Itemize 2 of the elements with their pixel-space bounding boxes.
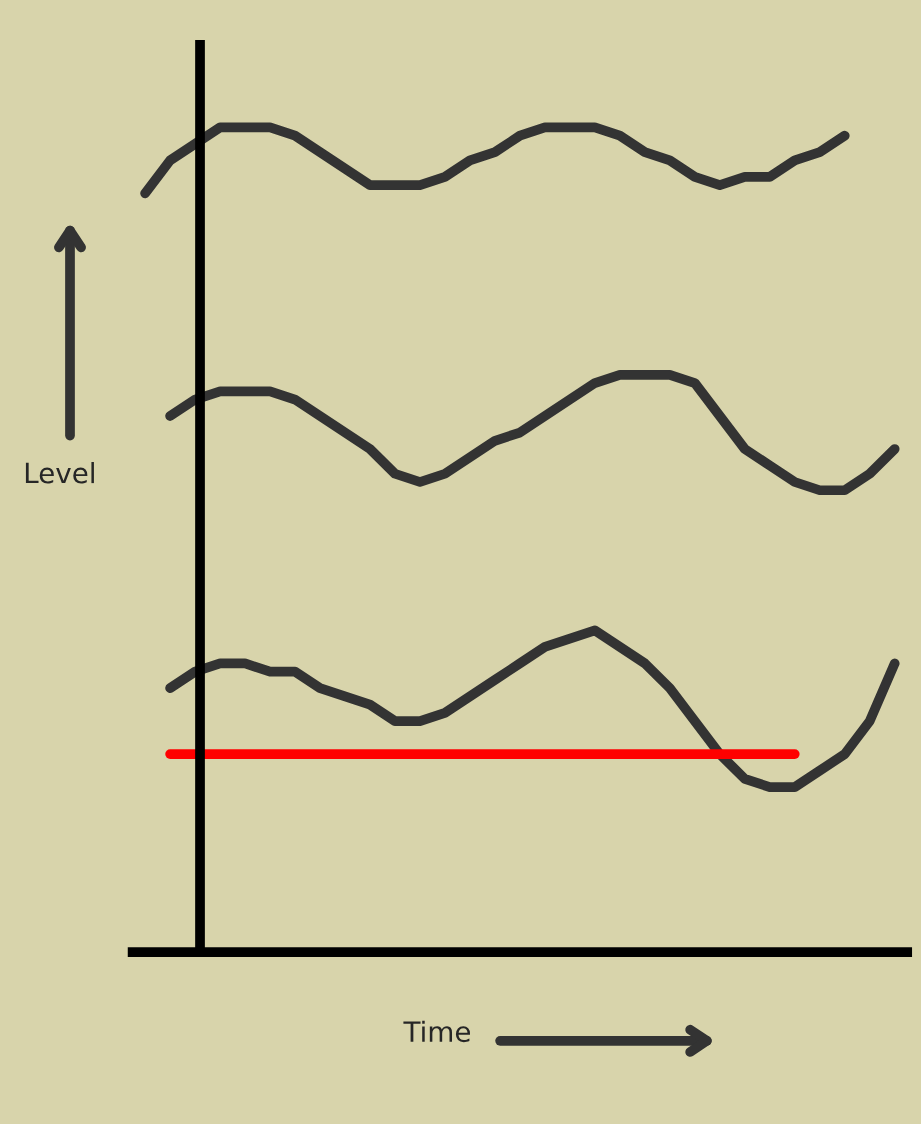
y-axis-title: Level: [25, 462, 94, 484]
x-axis-title: Time: [403, 1020, 470, 1043]
